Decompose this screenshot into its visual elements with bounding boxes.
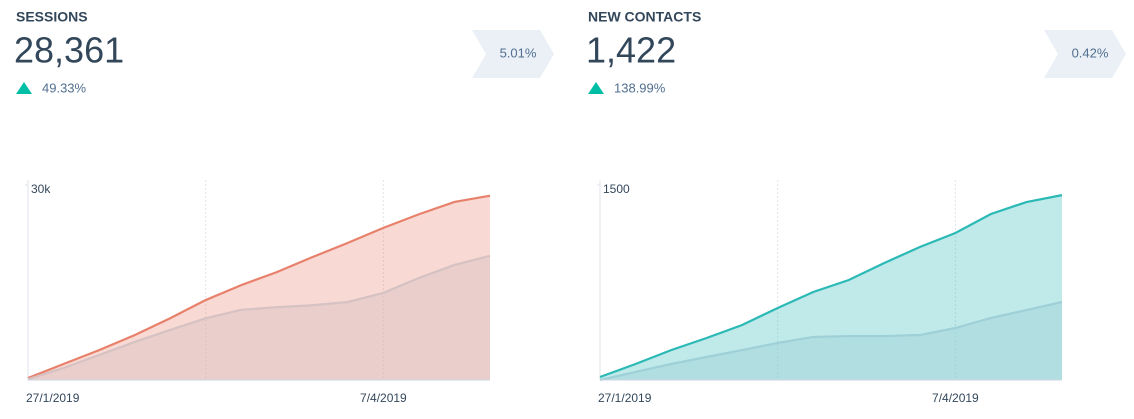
y-tick-label: 1500 [603, 182, 630, 196]
series-line [27, 194, 491, 380]
rate-badge [1044, 30, 1126, 78]
kpi-change: 49.33% [42, 80, 87, 95]
area [600, 195, 1062, 380]
kpi-title: SESSIONS [16, 9, 88, 25]
kpi-card: SESSIONS 28,361 49.33% 5.01% [14, 9, 554, 95]
up-arrow [16, 82, 32, 94]
series-line [599, 300, 1063, 382]
x-tick-label: 27/1/2019 [598, 391, 652, 405]
y-tick-label: 30k [31, 182, 51, 196]
kpi-title: NEW CONTACTS [588, 9, 701, 25]
kpi-total: 28,361 [14, 30, 124, 71]
up-arrow [588, 82, 604, 94]
kpi-total: 1,422 [586, 30, 676, 71]
kpi-change: 138.99% [614, 80, 666, 95]
series-line [27, 254, 491, 381]
x-tick-label: 27/1/2019 [26, 391, 80, 405]
area [28, 255, 490, 380]
area [600, 302, 1062, 380]
series-line [599, 194, 1063, 379]
rate-badge [472, 30, 554, 78]
x-tick-label: 7/4/2019 [932, 391, 979, 405]
rate-value: 0.42% [1072, 45, 1109, 60]
x-tick-label: 7/4/2019 [360, 391, 407, 405]
rate-value: 5.01% [500, 45, 537, 60]
kpi-card: NEW CONTACTS 1,422 138.99% 0.42% [586, 9, 1126, 95]
area [28, 195, 490, 380]
